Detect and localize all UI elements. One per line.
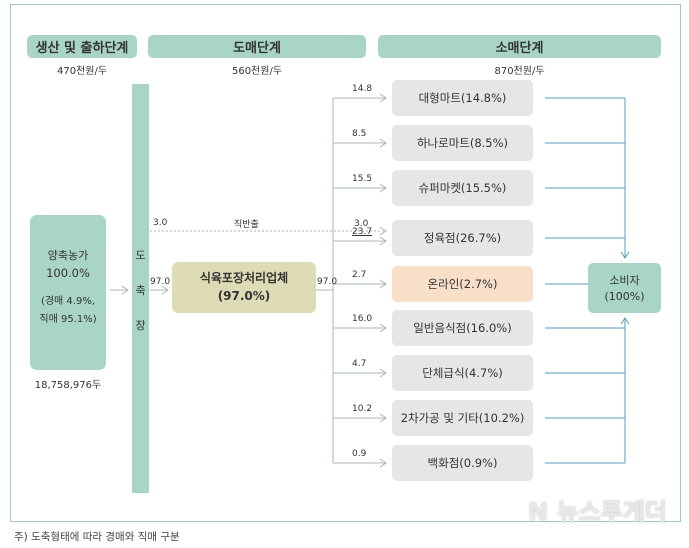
watermark-logo-icon: N — [528, 498, 549, 526]
frame — [10, 4, 681, 522]
direct-label: 직반출 — [234, 220, 259, 230]
processor-share: (97.0%) — [217, 289, 271, 303]
production-price: 470천원/두 — [56, 66, 108, 77]
flow-value: 23.7 — [352, 227, 373, 237]
consumer-box: 소비자 (100%) — [588, 263, 661, 313]
farm-detail-1: (경매 4.9%, — [40, 296, 96, 307]
flow-value: 0.9 — [352, 449, 367, 459]
processor-out-value: 97.0 — [317, 277, 338, 287]
processor-box: 식육포장처리업체 (97.0%) — [172, 262, 316, 313]
retail-box: 일반음식점(16.0%) — [392, 310, 533, 346]
slaughterhouse-char-2: 축 — [135, 284, 146, 297]
flow-value: 4.7 — [352, 359, 367, 369]
retail-box: 2차가공 및 기타(10.2%) — [392, 400, 533, 436]
processor-name: 식육포장처리업체 — [199, 271, 289, 285]
flow-value: 2.7 — [352, 270, 367, 280]
stage-wholesale-header: 도매단계 — [148, 35, 366, 58]
retail-box: 백화점(0.9%) — [392, 445, 533, 481]
consumer-share: (100%) — [604, 290, 645, 303]
slaughterhouse-bar: 도 축 장 — [132, 84, 149, 493]
retail-price: 870천원/두 — [494, 66, 545, 77]
farm-detail-2: 직매 95.1%) — [39, 314, 97, 325]
retail-box: 하나로마트(8.5%) — [392, 125, 533, 161]
slaughterhouse-char-1: 도 — [135, 249, 146, 262]
retail-box: 온라인(2.7%) — [392, 266, 533, 302]
watermark-text: 뉴스투게더 — [556, 498, 667, 526]
flow-value: 8.5 — [352, 129, 367, 139]
footnote: 주) 도축형태에 따라 경매와 직매 구분 — [14, 531, 180, 543]
retail-box: 단체급식(4.7%) — [392, 355, 533, 391]
stage-retail-header: 소매단계 — [378, 35, 661, 58]
flow-value: 10.2 — [352, 404, 373, 414]
watermark: N 뉴스투게더 — [528, 492, 667, 527]
flow-value: 15.5 — [352, 174, 373, 184]
farm-name: 양축농가 — [47, 249, 89, 262]
farm-share: 100.0% — [46, 266, 90, 280]
farm-count: 18,758,976두 — [34, 380, 102, 391]
retail-box: 정육점(26.7%) — [392, 220, 533, 256]
consumer-name: 소비자 — [609, 274, 640, 287]
stage-production-header: 생산 및 출하단계 — [27, 35, 137, 58]
retail-box: 슈퍼마켓(15.5%) — [392, 170, 533, 206]
direct-to-value: 3.0 — [354, 219, 369, 229]
retail-box: 대형마트(14.8%) — [392, 80, 533, 116]
wholesale-price: 560천원/두 — [231, 66, 283, 77]
flow-value: 14.8 — [352, 84, 373, 94]
flow-value: 16.0 — [352, 314, 373, 324]
direct-from-value: 3.0 — [153, 218, 168, 228]
farm-box: 양축농가 100.0% (경매 4.9%, 직매 95.1%) — [30, 215, 106, 370]
slaughterhouse-char-3: 장 — [135, 319, 146, 332]
processor-in-value: 97.0 — [150, 277, 171, 287]
